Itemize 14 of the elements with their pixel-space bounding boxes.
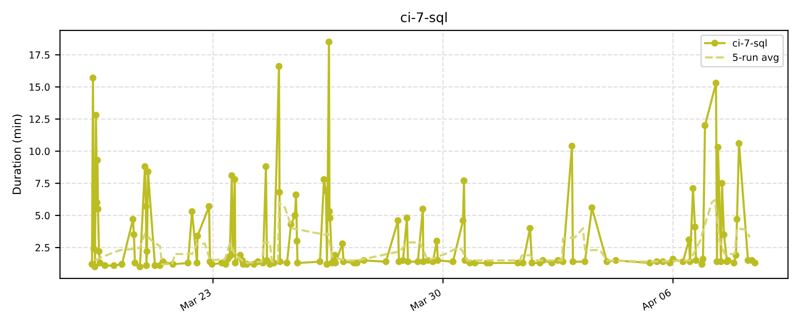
- x-tick-label: Mar 23: [180, 288, 212, 312]
- x-tick-label: Mar 30: [410, 288, 442, 312]
- x-tick-label: Apr 06: [640, 288, 672, 312]
- y-tick-label: 10.0: [30, 148, 50, 156]
- y-tick-label: 17.5: [30, 51, 50, 59]
- legend-label: ci-7-sql: [732, 39, 767, 49]
- legend-label: 5-run avg: [733, 54, 778, 63]
- y-tick-label: 15.0: [30, 83, 50, 91]
- chart-title: ci-7-sql: [400, 12, 447, 25]
- y-tick-label: 12.5: [30, 116, 50, 123]
- y-tick-label: 7.5: [36, 180, 50, 188]
- y-tick-label: 5.0: [36, 212, 50, 220]
- y-axis-title: Duration (min): [12, 114, 22, 194]
- y-tick-label: 2.5: [36, 244, 50, 252]
